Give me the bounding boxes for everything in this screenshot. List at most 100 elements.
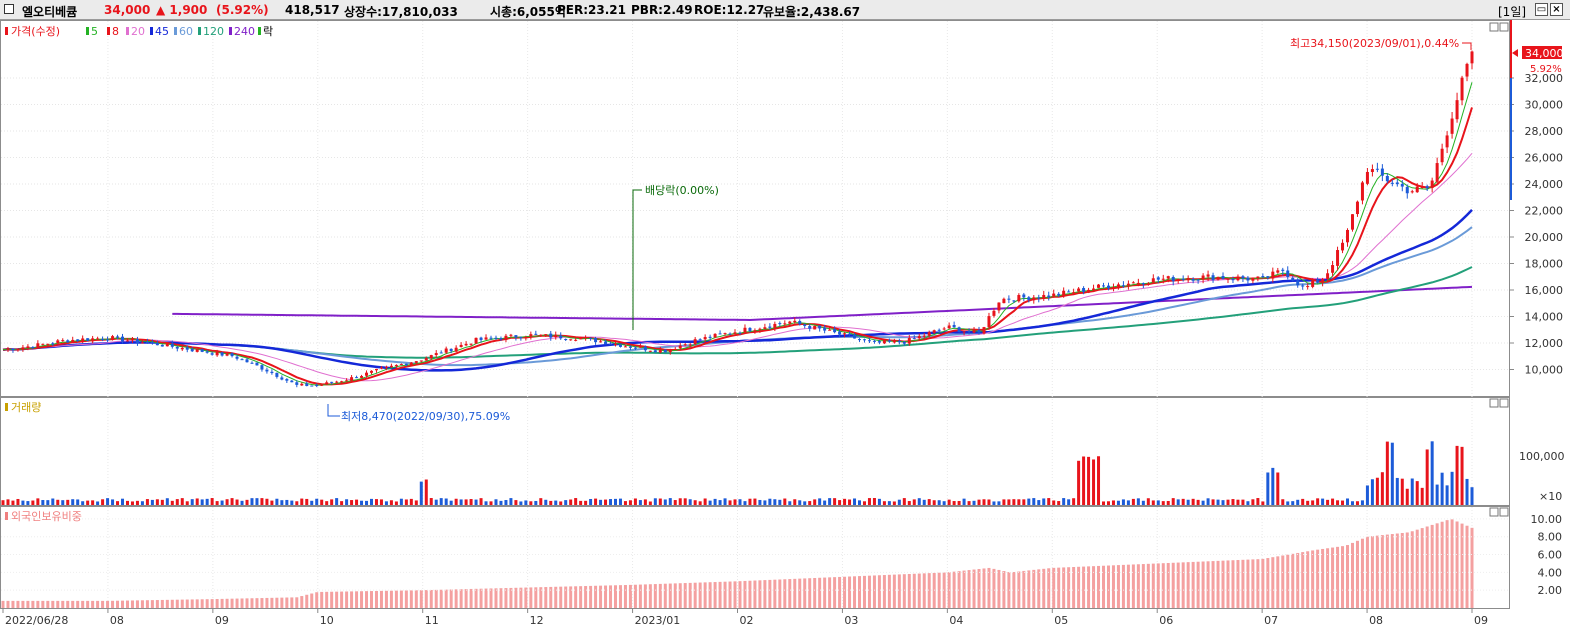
legend-ma120[interactable]: 120 [203,25,224,38]
candle-body [16,348,20,351]
volume-bar [1126,500,1130,505]
foreign-bar [489,588,493,608]
volume-bar [106,498,110,505]
foreign-bar [31,600,35,608]
legend-price[interactable]: 가격(수정) [11,25,60,38]
candle-body [1027,297,1031,300]
volume-bar [544,499,548,505]
candle-body [977,329,981,333]
candle-body [967,330,971,332]
foreign-bar [1176,562,1180,608]
volume-bar [853,498,857,505]
candle-body [638,346,642,348]
volume-bar [957,500,961,505]
foreign-bar [848,576,852,608]
foreign-bar [1126,564,1130,608]
foreign-bar [305,594,309,608]
candle-body [66,340,70,343]
candle-body [1390,182,1394,184]
roe-value: ROE:12.27 [694,3,765,17]
foreign-bar [195,599,199,608]
candle-body [678,345,682,349]
foreign-bar [853,576,857,608]
foreign-bar [360,591,364,608]
foreign-bar [310,593,314,608]
volume-bar [71,499,75,505]
foreign-bar [1291,553,1295,608]
volume-bar [1022,499,1026,505]
foreign-bar [1286,554,1290,608]
legend-ma240[interactable]: 240 [234,25,255,38]
candle-body [584,337,588,339]
maximize-icon[interactable]: ▭ [1535,3,1548,16]
foreign-bar [230,598,234,608]
volume-bar [1405,488,1409,505]
foreign-bar [633,584,637,608]
volume-bar [444,498,448,505]
foreign-bar [1296,552,1300,608]
foreign-bar [1251,559,1255,608]
candle-body [753,330,757,332]
volume-bar [952,501,956,505]
legend-ex-dividend[interactable]: 락 [263,25,273,38]
foreign-bar [1077,566,1081,608]
legend-ma20[interactable]: 20 [131,25,145,38]
candle-body [106,339,110,341]
foreign-bar [1186,562,1190,608]
foreign-bar [300,596,304,608]
candle-body [379,367,383,369]
candle-body [539,334,543,336]
candle-body [648,350,652,352]
foreign-bar [1146,563,1150,608]
candle-body [1420,186,1424,189]
foreign-bar [71,600,75,608]
foreign-bar [858,576,862,608]
ma45-line [2,209,1473,372]
candle-body [1395,182,1399,185]
foreign-bar [1057,567,1061,608]
candle-body [1037,297,1041,299]
candle-body [1445,135,1449,148]
legend-volume[interactable]: 거래량 [11,401,41,414]
volume-bar [116,501,120,505]
legend-ma45[interactable]: 45 [155,25,169,38]
candle-body [833,328,837,333]
stock-name[interactable]: 엘오티베큠 [22,5,78,19]
candle-body [374,368,378,371]
foreign-bar [524,587,528,608]
candle-body [1146,283,1150,285]
candle-body [668,349,672,353]
legend-ma5[interactable]: 5 [91,25,98,38]
candle-body [643,346,647,351]
select-checkbox[interactable] [4,4,14,14]
price-tick-label: 24,000 [1525,178,1564,191]
legend-ma8[interactable]: 8 [112,25,119,38]
period-selector[interactable]: [1일] [1498,5,1527,19]
volume-bar [260,498,264,505]
volume-bar [1301,498,1305,505]
candle-body [524,336,528,339]
foreign-bar [504,588,508,608]
current-price: 34,000 [104,3,151,17]
candle-body [205,351,209,353]
volume-bar [1291,501,1295,505]
volume-bar [1465,478,1469,505]
volume-bar [798,500,802,505]
volume-bar [190,499,194,505]
candle-body [519,337,523,339]
candle-body [803,324,807,326]
close-icon[interactable]: × [1550,3,1563,16]
foreign-bar [1161,563,1165,608]
foreign-bar [723,581,727,608]
candle-body [1336,250,1340,266]
volume-bar [778,499,782,505]
legend-ma60[interactable]: 60 [179,25,193,38]
volume-bar [130,501,134,505]
volume-bar [768,498,772,505]
candle-body [892,340,896,343]
volume-bar [912,499,916,505]
candle-body [111,336,115,340]
volume-bar [335,498,339,505]
candle-body [658,349,662,353]
legend-foreign[interactable]: 외국인보유비중 [11,510,82,523]
